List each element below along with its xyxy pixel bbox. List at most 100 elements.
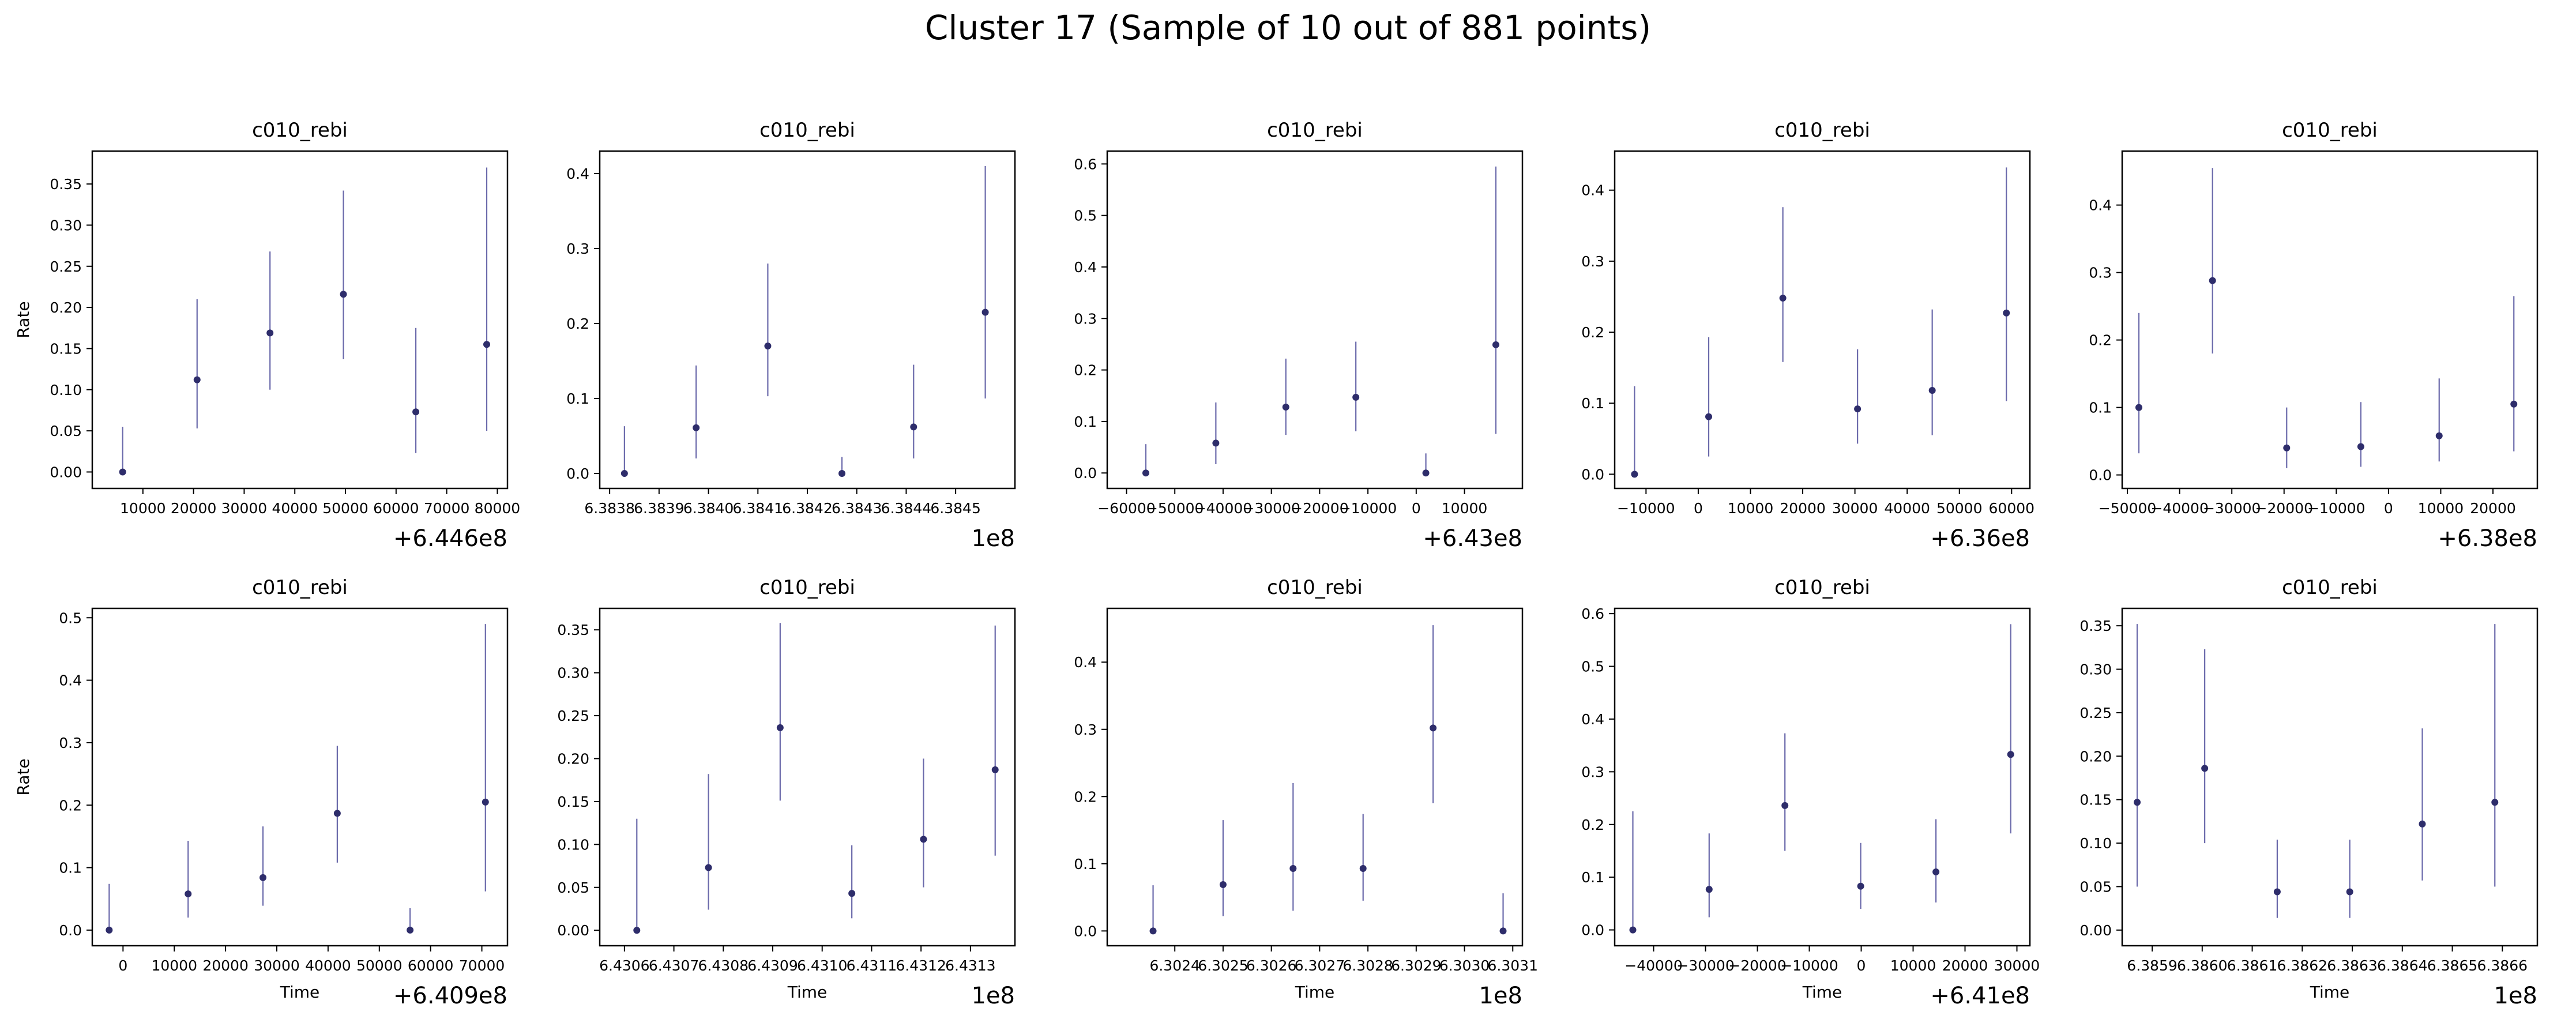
y-tick-label: 0.4 [1581,711,1604,728]
data-point [2135,404,2142,411]
subplot-title: c010_rebi [759,576,855,599]
x-offset-text: 1e8 [971,983,1015,1009]
y-tick-label: 0.4 [1074,259,1097,276]
data-point [2510,400,2518,408]
axes-frame [1106,150,1524,490]
subplot-3: c010_rebi 0.0 0.1 0.2 0.3 0.4 0.5 0.6 −60000−500… [1074,119,1524,552]
x-tick-label: 6.3030 [1439,957,1490,974]
x-tick-label: −50000 [1146,500,1204,517]
data-point [621,470,628,477]
subplot-title: c010_rebi [2282,119,2378,142]
data-point [705,864,712,871]
data-point [185,890,192,898]
y-tick-label: 0.1 [1581,395,1604,412]
subplot-title: c010_rebi [252,119,348,142]
y-tick-label: 0.20 [2079,748,2112,765]
x-tick-label: 6.4312 [896,957,946,974]
data-point [1142,469,1149,477]
x-tick-label: 10000 [1728,500,1774,517]
x-tick-label: 6.4306 [599,957,649,974]
y-tick-label: 0.1 [1074,413,1097,430]
subplot-title: c010_rebi [759,119,855,142]
y-tick-label: 0.4 [1581,182,1604,199]
x-tick-label: 70000 [424,500,470,517]
x-tick-label: −10000 [1780,957,1838,974]
y-tick-label: 0.15 [2079,792,2112,808]
x-offset-text: 1e8 [971,525,1015,552]
y-tick-label: 0.3 [2089,265,2112,281]
x-tick-label: 6.4310 [797,957,847,974]
x-axis-label: Time [280,983,320,1002]
x-tick-label: 40000 [272,500,318,517]
subplot-title: c010_rebi [1267,576,1363,599]
y-tick-label: 0.3 [59,735,82,751]
data-point [1359,864,1367,872]
y-tick-label: 0.0 [1074,465,1097,482]
x-tick-label: 60000 [408,957,454,974]
data-point [1422,469,1430,477]
data-point [333,810,341,817]
data-point [2357,443,2364,450]
y-tick-label: 0.1 [59,860,82,877]
data-point [266,329,274,337]
y-tick-label: 0.4 [1074,654,1097,671]
x-tick-label: 6.3838 [584,500,634,517]
x-tick-label: 0 [2384,500,2393,517]
data-point [1705,886,1713,893]
x-offset-text: +6.409e8 [393,983,507,1009]
x-tick-label: −40000 [2150,500,2208,517]
x-tick-label: 10000 [151,957,197,974]
x-tick-label: 20000 [171,500,217,517]
x-tick-label: 0 [1694,500,1703,517]
x-tick-label: 80000 [475,500,521,517]
data-point [838,470,845,477]
x-tick-label: 6.3844 [881,500,931,517]
y-tick-label: 0.2 [1581,324,1604,341]
y-tick-label: 0.3 [1074,721,1097,738]
data-point [981,309,989,316]
x-tick-label: 0 [118,957,127,974]
x-tick-label: 50000 [356,957,403,974]
data-point [1499,927,1507,935]
x-tick-label: 6.4313 [945,957,995,974]
x-tick-label: 50000 [1936,500,1983,517]
x-tick-label: 6.3862 [2277,957,2327,974]
data-point [2134,799,2141,806]
y-tick-label: 0.10 [2079,835,2112,852]
x-tick-label: 10000 [120,500,166,517]
data-point [1149,927,1157,935]
data-point [106,926,113,934]
x-tick-label: 6.4311 [847,957,897,974]
data-point [2273,888,2281,896]
y-tick-label: 0.25 [2079,705,2112,721]
y-tick-label: 0.0 [1074,923,1097,939]
x-tick-label: 6.3845 [930,500,980,517]
y-tick-label: 0.0 [1581,466,1604,483]
x-tick-label: 6.3859 [2127,957,2177,974]
data-point [1857,882,1864,890]
subplot-title: c010_rebi [1774,576,1870,599]
axes-frame [599,607,1016,947]
x-tick-label: 60000 [373,500,419,517]
data-point [1629,926,1637,934]
y-tick-label: 0.6 [1074,156,1097,172]
y-tick-label: 0.4 [59,672,82,689]
subplot-1: c010_rebi 0.00 0.05 0.10 0.15 0.20 0.25 0.30 0.3… [14,119,520,552]
data-point [2419,820,2426,828]
axes-frame [599,150,1016,490]
x-tick-label: 6.3029 [1391,957,1441,974]
data-point [119,468,126,476]
x-tick-label: −30000 [1242,500,1300,517]
data-point [2283,444,2291,452]
y-tick-label: 0.35 [50,176,82,193]
data-point [1631,471,1638,478]
data-point [483,341,490,348]
data-point [1430,724,1437,732]
x-tick-label: 10000 [1890,957,1936,974]
y-tick-label: 0.5 [1074,208,1097,224]
axes-frame [1614,607,2031,947]
y-tick-label: 0.3 [566,240,589,257]
y-tick-label: 0.30 [50,217,82,234]
data-point [1289,864,1297,872]
x-tick-label: 6.3840 [683,500,734,517]
